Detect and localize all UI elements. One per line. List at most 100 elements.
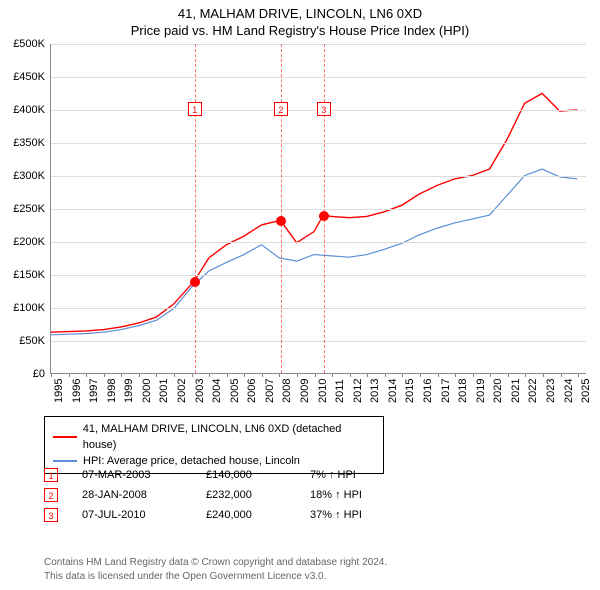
x-tick xyxy=(367,373,368,377)
y-axis-label: £100K xyxy=(13,302,51,314)
event-date: 07-MAR-2003 xyxy=(82,469,182,481)
x-tick xyxy=(174,373,175,377)
x-axis-label: 2008 xyxy=(281,379,293,403)
event-dot xyxy=(276,216,286,226)
x-tick xyxy=(420,373,421,377)
event-row: 2 28-JAN-2008 £232,000 18% ↑ HPI xyxy=(44,488,400,502)
x-axis-label: 2019 xyxy=(475,379,487,403)
x-axis-label: 2004 xyxy=(211,379,223,403)
x-tick xyxy=(543,373,544,377)
title-main: 41, MALHAM DRIVE, LINCOLN, LN6 0XD xyxy=(10,6,590,21)
x-axis-label: 2000 xyxy=(141,379,153,403)
event-marker-box: 2 xyxy=(274,102,288,116)
event-dot xyxy=(319,211,329,221)
x-tick xyxy=(402,373,403,377)
x-tick xyxy=(508,373,509,377)
event-price: £140,000 xyxy=(206,469,286,481)
event-vertical-line xyxy=(281,44,282,373)
x-tick xyxy=(51,373,52,377)
x-tick xyxy=(490,373,491,377)
x-axis-label: 2014 xyxy=(387,379,399,403)
events-table: 1 07-MAR-2003 £140,000 7% ↑ HPI 2 28-JAN… xyxy=(44,462,400,528)
x-tick xyxy=(350,373,351,377)
event-vertical-line xyxy=(324,44,325,373)
footer-attribution: Contains HM Land Registry data © Crown c… xyxy=(44,556,586,584)
x-axis-label: 2013 xyxy=(369,379,381,403)
x-axis-label: 2021 xyxy=(510,379,522,403)
footer-line: This data is licensed under the Open Gov… xyxy=(44,570,586,584)
y-axis-label: £200K xyxy=(13,236,51,248)
series-line-price_paid xyxy=(51,93,577,332)
x-tick xyxy=(332,373,333,377)
x-tick xyxy=(121,373,122,377)
chart-titles: 41, MALHAM DRIVE, LINCOLN, LN6 0XD Price… xyxy=(0,0,600,40)
y-axis-label: £0 xyxy=(33,368,51,380)
x-axis-label: 2007 xyxy=(264,379,276,403)
x-tick xyxy=(156,373,157,377)
chart-plot-area: £0£50K£100K£150K£200K£250K£300K£350K£400… xyxy=(50,44,586,374)
event-row: 1 07-MAR-2003 £140,000 7% ↑ HPI xyxy=(44,468,400,482)
x-axis-label: 2001 xyxy=(158,379,170,403)
x-axis-label: 2015 xyxy=(404,379,416,403)
x-tick xyxy=(455,373,456,377)
event-price: £240,000 xyxy=(206,509,286,521)
x-axis-label: 2017 xyxy=(440,379,452,403)
y-axis-label: £250K xyxy=(13,203,51,215)
x-tick xyxy=(438,373,439,377)
x-tick xyxy=(192,373,193,377)
legend-label: 41, MALHAM DRIVE, LINCOLN, LN6 0XD (deta… xyxy=(83,421,375,453)
y-gridline xyxy=(51,143,586,144)
y-gridline xyxy=(51,242,586,243)
series-line-hpi xyxy=(51,169,577,335)
y-gridline xyxy=(51,308,586,309)
y-axis-label: £150K xyxy=(13,269,51,281)
x-tick xyxy=(279,373,280,377)
legend-row: 41, MALHAM DRIVE, LINCOLN, LN6 0XD (deta… xyxy=(53,421,375,453)
x-axis-label: 2012 xyxy=(352,379,364,403)
y-axis-label: £50K xyxy=(19,335,51,347)
x-tick xyxy=(473,373,474,377)
x-tick xyxy=(69,373,70,377)
x-axis-label: 2022 xyxy=(527,379,539,403)
x-axis-label: 2003 xyxy=(194,379,206,403)
y-gridline xyxy=(51,341,586,342)
x-axis-label: 2016 xyxy=(422,379,434,403)
x-tick xyxy=(86,373,87,377)
x-axis-label: 1996 xyxy=(71,379,83,403)
x-axis-label: 2009 xyxy=(299,379,311,403)
title-sub: Price paid vs. HM Land Registry's House … xyxy=(10,23,590,38)
legend-swatch xyxy=(53,436,77,438)
y-gridline xyxy=(51,176,586,177)
footer-line: Contains HM Land Registry data © Crown c… xyxy=(44,556,586,570)
y-gridline xyxy=(51,209,586,210)
x-axis-label: 2010 xyxy=(317,379,329,403)
x-tick xyxy=(139,373,140,377)
x-tick xyxy=(227,373,228,377)
x-tick xyxy=(561,373,562,377)
y-gridline xyxy=(51,77,586,78)
event-num-box: 3 xyxy=(44,508,58,522)
y-axis-label: £400K xyxy=(13,104,51,116)
event-pct: 37% ↑ HPI xyxy=(310,509,400,521)
x-axis-label: 1998 xyxy=(106,379,118,403)
event-num-box: 2 xyxy=(44,488,58,502)
x-axis-label: 2011 xyxy=(334,379,346,403)
x-axis-label: 2025 xyxy=(580,379,592,403)
x-tick xyxy=(297,373,298,377)
x-tick xyxy=(315,373,316,377)
y-gridline xyxy=(51,44,586,45)
x-tick xyxy=(209,373,210,377)
y-axis-label: £350K xyxy=(13,137,51,149)
x-tick xyxy=(104,373,105,377)
x-tick xyxy=(262,373,263,377)
x-axis-label: 2002 xyxy=(176,379,188,403)
event-marker-box: 1 xyxy=(188,102,202,116)
event-pct: 7% ↑ HPI xyxy=(310,469,400,481)
event-date: 07-JUL-2010 xyxy=(82,509,182,521)
event-vertical-line xyxy=(195,44,196,373)
event-dot xyxy=(190,277,200,287)
y-axis-label: £300K xyxy=(13,170,51,182)
y-gridline xyxy=(51,275,586,276)
y-axis-label: £450K xyxy=(13,71,51,83)
event-price: £232,000 xyxy=(206,489,286,501)
